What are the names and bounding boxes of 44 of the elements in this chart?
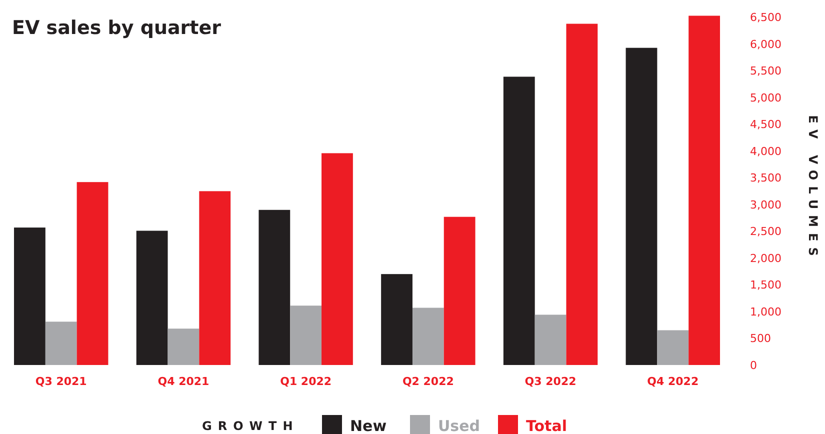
x-tick-label: Q1 2022 [280, 375, 332, 388]
bar [412, 308, 444, 365]
legend-title: GROWTH [202, 419, 299, 433]
bar [199, 191, 231, 365]
bar [14, 228, 46, 365]
y-tick-label: 4,000 [750, 144, 782, 158]
y-tick-label: 1,000 [750, 305, 782, 318]
y-tick-label: 4,500 [750, 118, 782, 132]
y-tick-label: 6,000 [750, 38, 782, 51]
y-tick-label: 2,500 [750, 225, 782, 238]
y-tick-label: 3,000 [750, 198, 782, 212]
legend-label: Total [526, 417, 567, 434]
bar [688, 16, 720, 365]
y-tick-label: 5,500 [750, 64, 782, 78]
x-tick-label: Q3 2022 [524, 375, 576, 388]
bar [381, 274, 412, 365]
bar [290, 306, 322, 365]
y-axis-title: EV VOLUMES [806, 115, 820, 262]
bar [534, 314, 566, 365]
bar [503, 76, 535, 365]
y-tick-label: 6,500 [750, 11, 782, 24]
x-tick-label: Q4 2022 [647, 375, 699, 388]
y-tick-label: 5,000 [750, 91, 782, 104]
bar [444, 216, 476, 365]
bar [76, 182, 108, 365]
bar [258, 210, 290, 365]
legend-label: Used [438, 417, 480, 434]
x-tick-label: Q3 2021 [35, 375, 87, 388]
bar [626, 48, 658, 365]
chart-title: EV sales by quarter [12, 17, 222, 39]
bar [657, 330, 689, 365]
bar [136, 230, 168, 365]
y-tick-label: 500 [750, 332, 771, 346]
x-tick-label: Q4 2021 [158, 375, 210, 388]
y-tick-label: 0 [750, 358, 757, 372]
legend-label: New [350, 417, 387, 434]
bar [45, 322, 77, 365]
x-tick-label: Q2 2022 [402, 375, 454, 388]
y-tick-label: 1,500 [750, 278, 782, 292]
y-tick-label: 2,000 [750, 252, 782, 265]
bar [168, 328, 200, 365]
bar [322, 153, 353, 365]
bar [566, 24, 598, 365]
y-tick-label: 3,500 [750, 172, 782, 185]
